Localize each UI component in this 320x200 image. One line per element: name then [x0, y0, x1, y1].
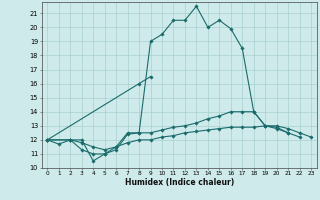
X-axis label: Humidex (Indice chaleur): Humidex (Indice chaleur): [124, 178, 234, 187]
